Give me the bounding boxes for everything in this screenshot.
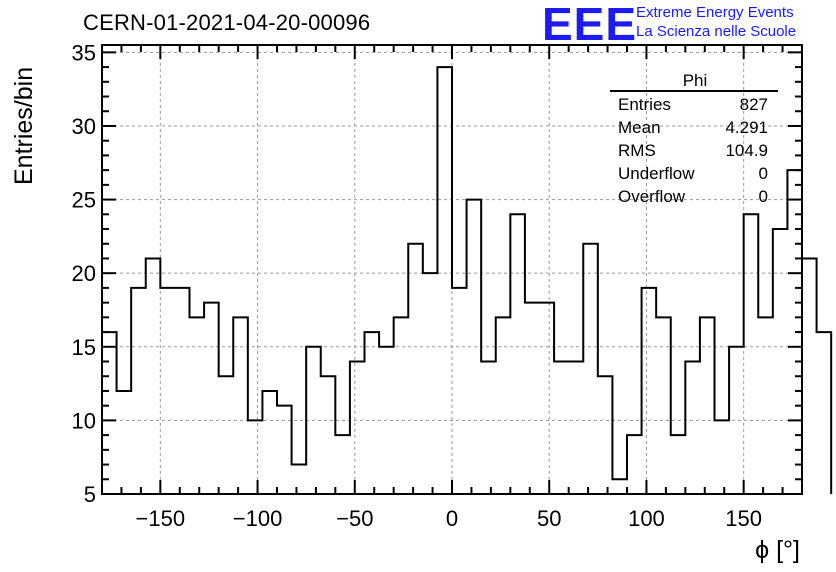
histogram-bin: [569, 362, 584, 494]
y-tick-label: 20: [72, 261, 96, 286]
histogram-bin: [102, 332, 117, 494]
eee-logo: EEE: [542, 0, 638, 50]
stats-row-value: 4.291: [725, 118, 768, 137]
histogram-bin: [627, 435, 642, 494]
histogram-bin: [496, 317, 511, 494]
y-tick-labels: 5 10 15 20 25 30 35: [72, 40, 96, 507]
histogram-bin: [233, 317, 248, 494]
x-tick-label: 0: [446, 506, 458, 531]
histogram-bin: [540, 303, 555, 494]
stats-box: Phi Entries 827 Mean 4.291 RMS 104.9 Underflow…: [610, 71, 778, 206]
logo-caption: Extreme Energy Events La Scienza nelle S…: [636, 3, 796, 41]
x-tick-label: −50: [336, 506, 373, 531]
axis-ticks: [101, 45, 803, 495]
stats-row-value: 827: [740, 95, 768, 114]
stats-row-label: Entries: [618, 95, 671, 114]
x-tick-label: −100: [233, 506, 283, 531]
logo-caption-line-2: La Scienza nelle Scuole: [636, 23, 797, 40]
stats-row-label: Mean: [618, 118, 661, 137]
y-tick-label: 35: [72, 40, 96, 65]
histogram-bin: [700, 317, 715, 494]
histogram-bin: [219, 376, 234, 494]
histogram-bin: [685, 362, 700, 494]
histogram-bin: [671, 435, 686, 494]
histogram-bin: [292, 465, 307, 494]
histogram-bin: [321, 376, 336, 494]
histogram-bin: [350, 362, 365, 494]
stats-row-label: RMS: [618, 141, 656, 160]
histogram-bin: [773, 229, 788, 494]
histogram-bin: [715, 420, 730, 494]
histogram-bin: [758, 317, 773, 494]
y-tick-label: 5: [84, 482, 96, 507]
y-tick-label: 30: [72, 114, 96, 139]
stats-row-value: 0: [759, 164, 768, 183]
histogram-bin: [131, 288, 146, 494]
histogram-bin: [160, 288, 175, 494]
histogram-bin: [204, 303, 219, 494]
histogram-bin: [802, 258, 817, 494]
x-tick-label: −150: [136, 506, 186, 531]
histogram-bin: [656, 317, 671, 494]
histogram-bin: [437, 67, 452, 494]
x-tick-label: 100: [628, 506, 665, 531]
histogram-bin: [335, 435, 350, 494]
histogram-bin: [481, 362, 496, 494]
y-axis-label: Entries/bin: [10, 67, 38, 185]
histogram-bin: [452, 288, 467, 494]
histogram-bin: [408, 244, 423, 494]
y-tick-label: 10: [72, 408, 96, 433]
x-tick-label: 50: [537, 506, 561, 531]
x-tick-labels: −150 −100 −50 0 50 100 150: [136, 506, 762, 531]
y-tick-label: 25: [72, 188, 96, 213]
histogram-bin: [729, 347, 744, 494]
histogram-bin: [525, 303, 540, 494]
histogram-bin: [583, 244, 598, 494]
histogram-bin: [612, 479, 627, 494]
histogram-bin: [175, 288, 190, 494]
histogram-bin: [248, 420, 263, 494]
histogram-bin: [554, 362, 569, 494]
histogram-bin: [190, 317, 205, 494]
logo-caption-line-1: Extreme Energy Events: [636, 4, 794, 21]
histogram-bin: [598, 376, 613, 494]
histogram-bin: [744, 214, 759, 494]
x-tick-label: 150: [725, 506, 762, 531]
histogram-bin: [394, 317, 409, 494]
stats-row-label: Underflow: [618, 164, 695, 183]
histogram-bin: [423, 273, 438, 494]
histogram-bin: [817, 332, 832, 494]
histogram-bin: [642, 288, 657, 494]
histogram-bin: [262, 391, 277, 494]
stats-row-value: 0: [759, 187, 768, 206]
histogram-bin: [365, 332, 380, 494]
stats-box-title: Phi: [683, 71, 708, 90]
histogram-bin: [146, 258, 161, 494]
histogram-outline: [101, 66, 833, 494]
y-tick-label: 15: [72, 335, 96, 360]
histogram-bin: [277, 406, 292, 494]
x-axis-label: ϕ [°]: [755, 536, 800, 564]
stats-row-label: Overflow: [618, 187, 686, 206]
stats-row-value: 104.9: [725, 141, 768, 160]
chart-title: CERN-01-2021-04-20-00096: [83, 10, 371, 35]
histogram-bin: [117, 391, 132, 494]
histogram-bin: [510, 214, 525, 494]
